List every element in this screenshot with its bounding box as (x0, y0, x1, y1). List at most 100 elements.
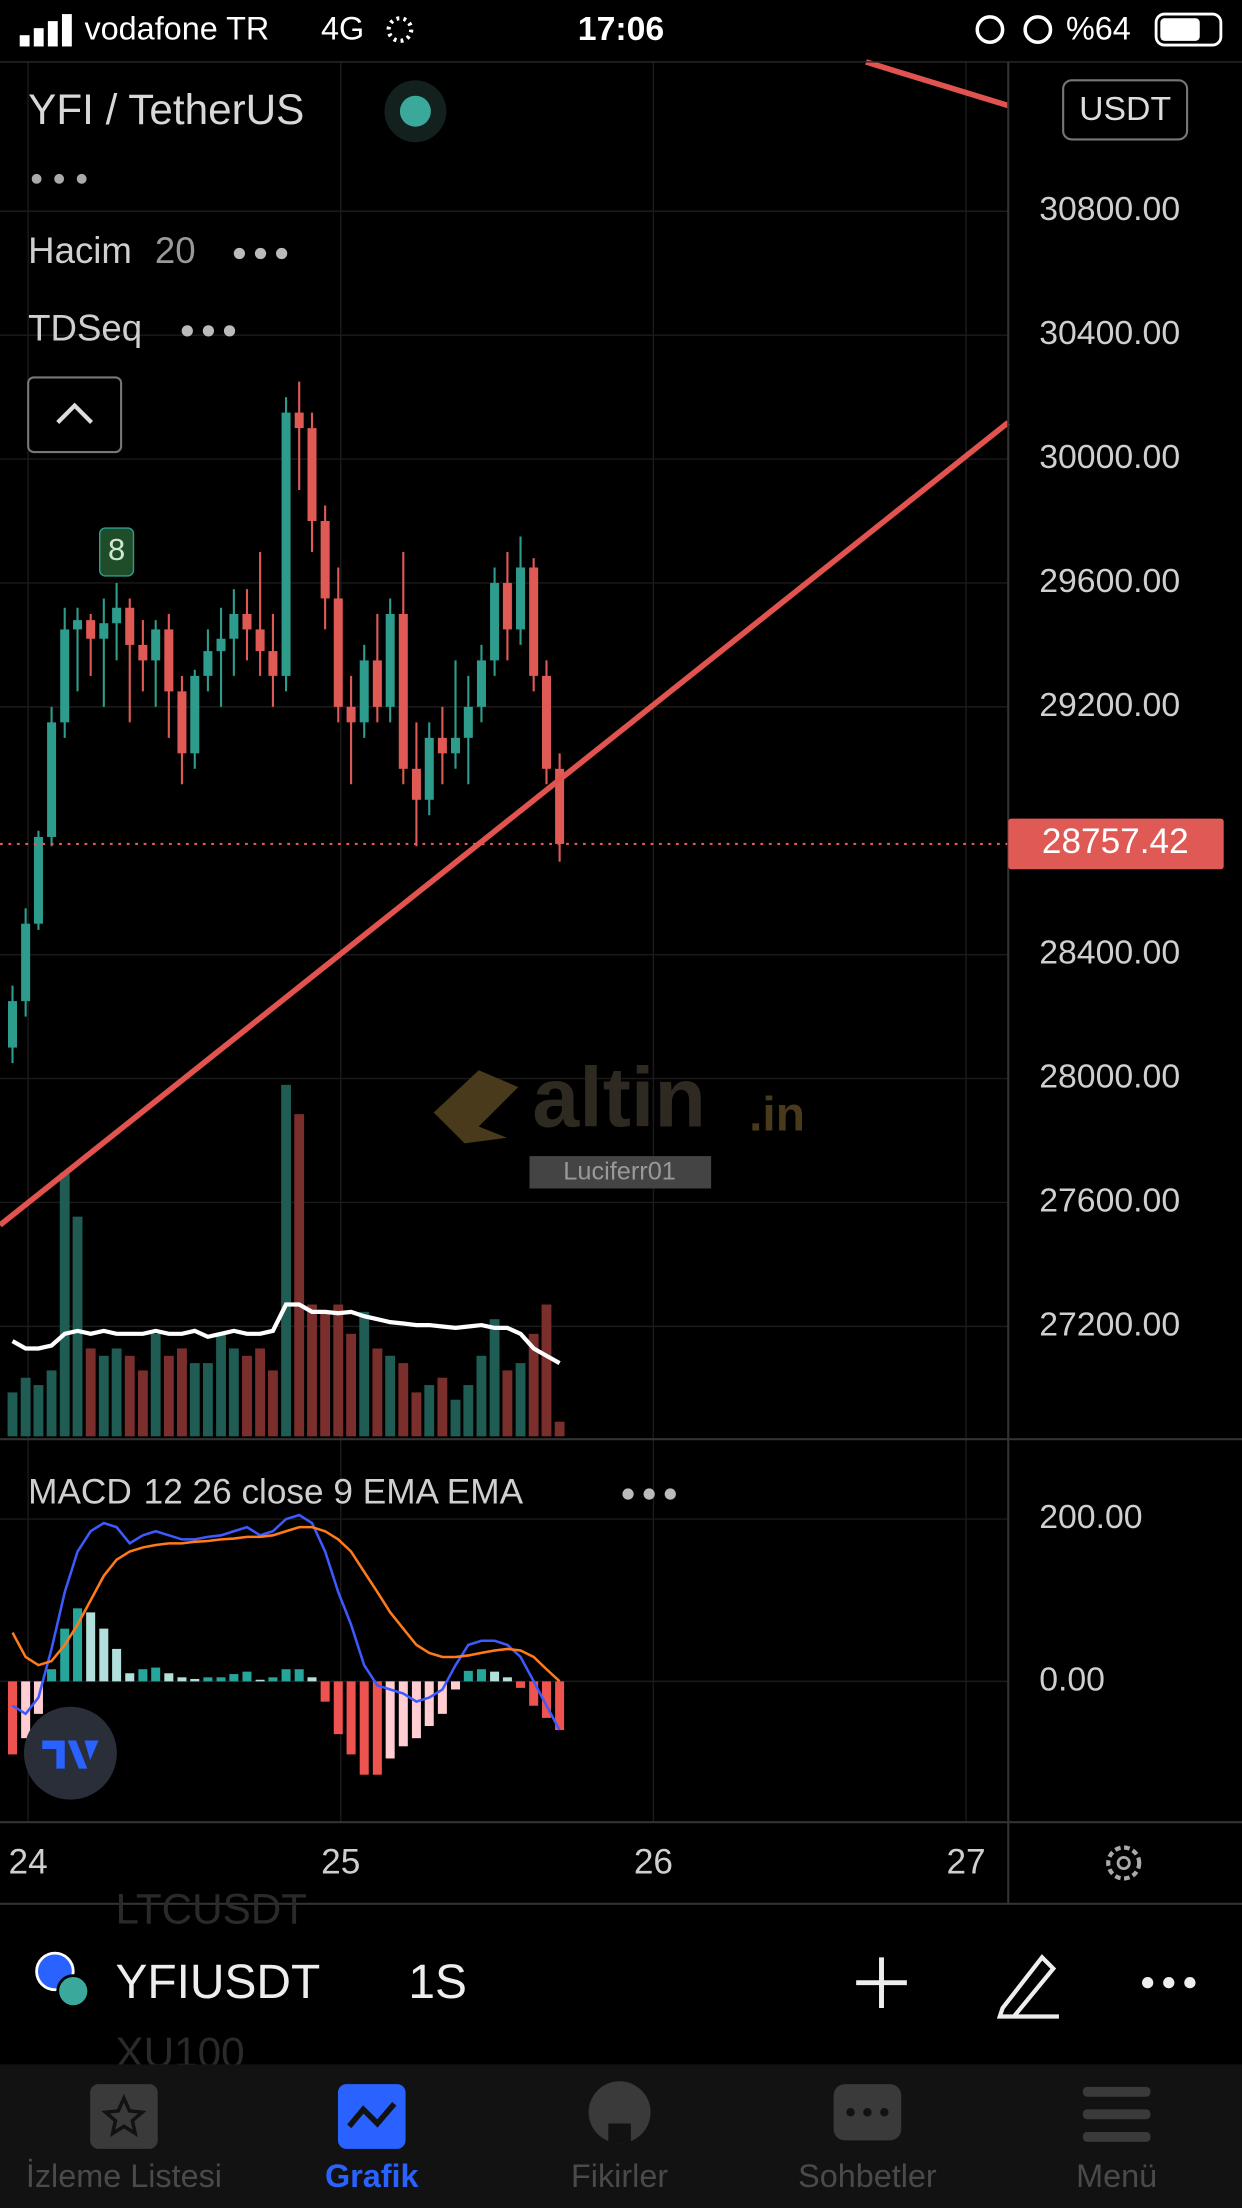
tdseq-title: TDSeq (28, 308, 142, 349)
logo-badge[interactable] (23, 1706, 117, 1800)
candle-body (60, 629, 70, 723)
more-dots[interactable] (622, 1488, 676, 1500)
symbol[interactable]: YFIUSDT (115, 1956, 320, 2009)
volume-bar (137, 1370, 148, 1437)
macd-histogram-bar (125, 1673, 135, 1682)
overlay: 30800.00 30400.00 30000.00 29600.00 29200.00… (9, 190, 1224, 1882)
candle-body (359, 660, 369, 723)
candle-body (320, 521, 330, 599)
candle-body (385, 613, 395, 707)
currency-box[interactable] (1062, 79, 1189, 141)
tab-icon[interactable] (1082, 2086, 1151, 2142)
volume-bar (450, 1399, 461, 1437)
candle-body (372, 660, 382, 707)
macd-histogram-bar (346, 1681, 356, 1755)
draw-button[interactable] (996, 1954, 1059, 2019)
candle-body (203, 651, 213, 676)
more-dots[interactable] (233, 247, 288, 260)
candle-body (21, 923, 31, 1002)
candle-body (307, 428, 317, 522)
macd-histogram-bar (398, 1681, 408, 1747)
candle-body (138, 644, 148, 661)
candle-body (424, 737, 434, 800)
volume-bar (255, 1348, 266, 1437)
volume-bar (385, 1355, 396, 1437)
volume-bar (150, 1333, 161, 1437)
tab-label[interactable]: Fikirler (571, 2158, 668, 2194)
y-tick-label: 30000.00 (1039, 438, 1180, 476)
battery-icon (1154, 12, 1223, 47)
macd-histogram-bar (21, 1681, 31, 1739)
x-tick-label: 26 (634, 1843, 673, 1882)
candle-body (294, 412, 304, 429)
add-button[interactable] (856, 1957, 907, 2009)
td-label-box (99, 527, 135, 577)
volume-bar (554, 1421, 565, 1437)
tab-label[interactable]: Menü (1076, 2158, 1157, 2194)
macd-histogram-bar (242, 1671, 252, 1682)
settings-icon[interactable] (1106, 1845, 1142, 1881)
volume-title: Hacim (28, 230, 132, 271)
candle-body (451, 737, 461, 754)
battery-level: %64 (1066, 11, 1131, 47)
volume-bar (202, 1363, 213, 1437)
watermark-user-box (529, 1156, 712, 1189)
tab-label[interactable]: İzleme Listesi (26, 2158, 222, 2194)
y-tick-label: 29600.00 (1039, 562, 1180, 600)
status-bar: vodafone TR 4G 17:06 %64 (19, 10, 1223, 48)
macd-histogram-bar (229, 1674, 239, 1682)
macd-histogram-bar (138, 1669, 148, 1682)
tab-icon[interactable] (588, 2081, 651, 2144)
lock-icon (975, 15, 1005, 45)
tab-label[interactable]: Sohbetler (798, 2158, 937, 2194)
tab-icon[interactable] (90, 2084, 158, 2149)
macd-histogram-bar (216, 1677, 226, 1682)
macd-histogram-bar (112, 1648, 122, 1682)
volume-bar (515, 1363, 526, 1437)
candle-body (242, 613, 252, 630)
menu-button[interactable] (1142, 1977, 1196, 1989)
volume-bar (228, 1348, 239, 1437)
candle-body (255, 629, 265, 652)
macd-histogram-bar (73, 1608, 83, 1682)
y-tick-label: 28000.00 (1039, 1057, 1180, 1095)
symbol-title[interactable]: YFI / TetherUS (28, 86, 304, 133)
volume-bar (372, 1348, 383, 1437)
trend-line (865, 59, 1010, 109)
macd-histogram-bar (151, 1667, 161, 1682)
macd-histogram-bar (307, 1677, 317, 1682)
candle-body (398, 613, 408, 769)
more-dots[interactable] (31, 173, 87, 184)
more-dots[interactable] (181, 325, 236, 337)
macd-histogram-bar (463, 1670, 473, 1682)
macd-histogram-bar (203, 1677, 213, 1682)
x-tick-label: 24 (9, 1843, 48, 1882)
volume-bar (124, 1355, 135, 1437)
candle-body (281, 412, 291, 676)
interval[interactable]: 1S (408, 1956, 467, 2009)
macd-histogram-bar (268, 1677, 278, 1682)
x-tick-label: 27 (946, 1843, 985, 1882)
candle-body (476, 660, 486, 707)
watermark: altin .in Luciferr01 (433, 1050, 805, 1189)
bulb-base (608, 2123, 631, 2144)
macd-histogram-bar (411, 1681, 421, 1739)
candle-body (33, 836, 43, 924)
macd-histogram-bar (190, 1678, 200, 1682)
volume-ma-line (11, 1302, 561, 1365)
volume-bar (85, 1348, 96, 1437)
macd-histogram-bar (86, 1612, 96, 1682)
tab-label[interactable]: Grafik (325, 2158, 420, 2194)
volume-bar (294, 1114, 305, 1437)
volume-bar (163, 1355, 174, 1437)
candle-body (47, 722, 57, 837)
volume-bar (189, 1363, 200, 1437)
macd-histogram-bar (320, 1681, 330, 1702)
last-price-box (1008, 818, 1224, 870)
candle-body (229, 613, 239, 639)
watermark-user: Luciferr01 (563, 1158, 676, 1186)
candle-body (516, 567, 526, 630)
macd-histogram-bar (516, 1681, 526, 1688)
collapse-button[interactable] (27, 376, 123, 454)
